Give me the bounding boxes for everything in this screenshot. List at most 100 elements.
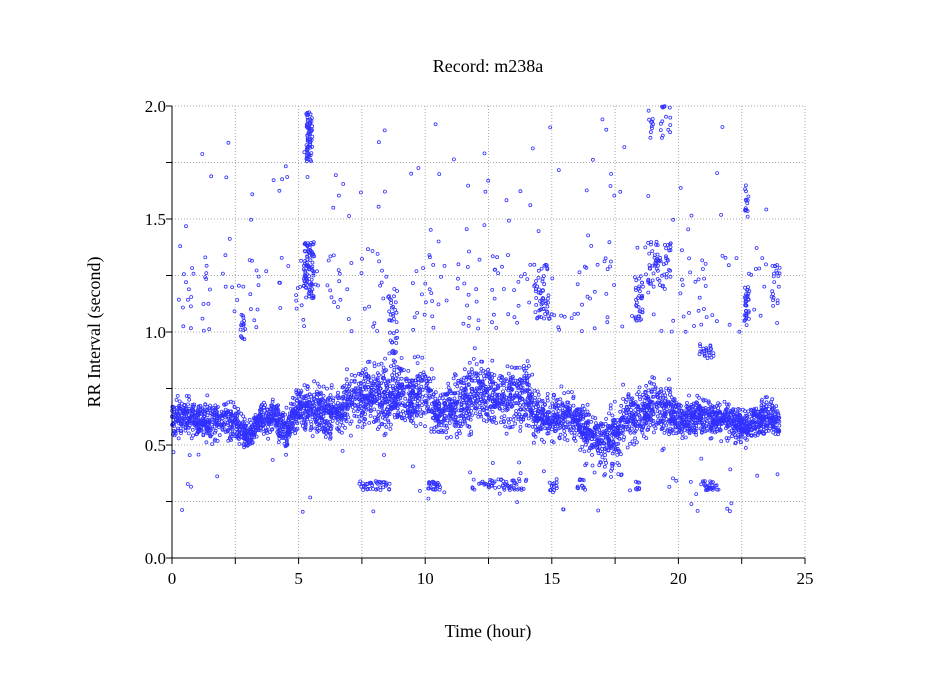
data-point (448, 435, 453, 439)
data-point (487, 416, 492, 421)
data-point (361, 481, 365, 486)
data-point (204, 263, 209, 268)
data-point (277, 425, 282, 430)
data-point (636, 404, 641, 409)
data-point (301, 413, 306, 418)
data-point (180, 305, 185, 310)
data-point (771, 417, 775, 422)
data-point (408, 418, 413, 423)
data-point (640, 392, 645, 397)
data-point (394, 393, 399, 398)
data-point (522, 272, 527, 276)
data-point (671, 427, 676, 432)
data-point (315, 426, 320, 431)
data-point (337, 279, 342, 284)
data-point (696, 404, 701, 409)
data-point (556, 403, 561, 408)
data-point (726, 263, 731, 268)
data-point (325, 283, 330, 288)
data-point (768, 402, 773, 407)
data-point (553, 422, 558, 426)
data-point (436, 302, 441, 307)
data-point (393, 300, 398, 305)
data-point (633, 423, 637, 428)
data-point (352, 413, 357, 418)
data-point (462, 408, 467, 412)
data-point (490, 372, 495, 377)
data-point (319, 423, 324, 428)
data-point (558, 397, 563, 402)
data-point (634, 479, 638, 484)
data-point (452, 420, 457, 424)
data-point (661, 395, 665, 400)
data-point (715, 171, 719, 176)
data-point (632, 442, 636, 447)
data-point (542, 282, 547, 287)
data-point (420, 387, 425, 392)
data-point (758, 429, 763, 434)
data-point (480, 393, 485, 398)
data-point (766, 421, 771, 426)
data-point (190, 266, 195, 271)
data-point (306, 265, 311, 270)
data-point (199, 420, 204, 425)
data-point (694, 400, 699, 405)
data-point (401, 368, 406, 373)
data-point (775, 321, 779, 325)
data-point (407, 414, 412, 419)
data-point (345, 412, 350, 417)
data-point (693, 420, 697, 425)
data-point (373, 389, 378, 393)
data-point (536, 275, 541, 280)
data-point (552, 313, 557, 318)
data-point (311, 240, 316, 245)
data-point (347, 384, 352, 389)
data-point (444, 391, 449, 396)
data-point (489, 478, 494, 483)
data-point (389, 364, 393, 369)
data-point (506, 218, 511, 223)
data-point (305, 145, 310, 150)
data-point (396, 377, 401, 382)
data-point (246, 443, 250, 448)
data-point (652, 430, 656, 435)
data-point (615, 418, 620, 423)
data-point (392, 405, 396, 410)
data-point (295, 286, 300, 291)
data-point (180, 416, 184, 421)
data-point (504, 198, 509, 203)
data-point (607, 240, 612, 245)
data-point (437, 172, 442, 177)
data-point (400, 386, 405, 391)
data-point (250, 192, 255, 197)
data-point (678, 185, 683, 190)
data-point (348, 433, 353, 438)
data-point (699, 322, 704, 327)
data-point (711, 410, 716, 415)
data-point (360, 425, 365, 430)
data-point (737, 329, 742, 334)
data-point (513, 378, 518, 383)
data-point (518, 424, 523, 429)
data-point (315, 381, 320, 386)
data-point (749, 420, 754, 425)
data-point (510, 424, 515, 429)
data-point (474, 287, 479, 292)
data-point (761, 409, 766, 414)
data-point (356, 406, 361, 411)
data-point (506, 417, 511, 422)
data-point (393, 378, 397, 383)
data-point (767, 407, 771, 412)
data-point (308, 142, 313, 147)
data-point (574, 407, 579, 412)
data-point (384, 274, 389, 279)
data-point (386, 420, 391, 425)
data-point (530, 372, 535, 377)
data-point (533, 282, 537, 287)
data-point (661, 419, 665, 424)
data-point (292, 427, 297, 432)
data-point (210, 442, 215, 447)
data-point (375, 427, 380, 432)
data-point (651, 394, 656, 399)
data-point (380, 408, 385, 413)
